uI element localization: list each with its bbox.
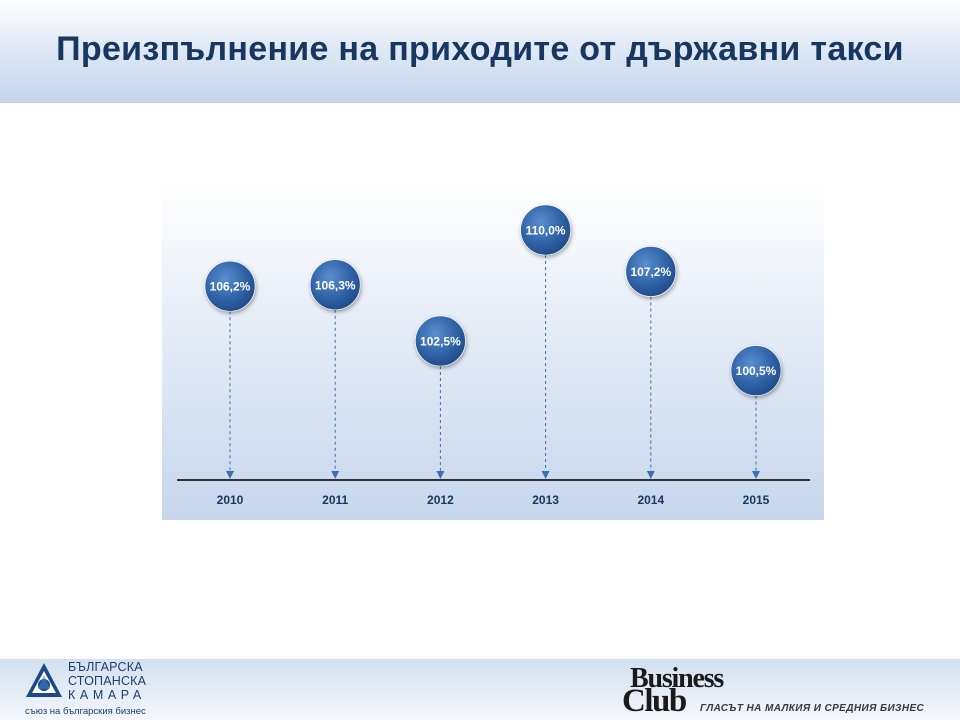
- stem-arrow: [226, 471, 234, 479]
- x-tick-label: 2012: [427, 493, 454, 507]
- stem-arrow: [541, 471, 550, 479]
- bsk-logo-text: БЪЛГАРСКА СТОПАНСКА КАМАРА: [68, 660, 158, 702]
- footer-bar: [0, 659, 960, 720]
- bc-business-text: Business: [630, 663, 724, 694]
- data-point-bubble: [309, 259, 361, 311]
- data-point-bubble: [730, 345, 782, 396]
- data-label: 107,2%: [630, 265, 671, 279]
- data-label: 110,0%: [526, 224, 566, 238]
- bc-club-text: Club: [622, 683, 687, 719]
- bsk-line-2: СТОПАНСКА: [68, 674, 147, 688]
- bsk-triangle-logo-icon: [26, 663, 62, 697]
- data-point-bubble: [415, 315, 466, 367]
- stem-arrow: [331, 471, 340, 479]
- bsk-subtitle: съюз на българския бизнес: [25, 706, 146, 717]
- data-label: 106,2%: [210, 280, 251, 294]
- x-tick-label: 2013: [532, 493, 559, 507]
- x-tick-label: 2011: [322, 493, 348, 507]
- page-title: Преизпълнение на приходите от държавни т…: [56, 30, 904, 68]
- data-point-bubble: [625, 246, 677, 297]
- chart-svg: 106,2% 2010 106,3% 2011 102,5% 2012 110,0% 2013…: [177, 204, 810, 507]
- data-label: 100,5%: [736, 364, 777, 378]
- stem-arrow: [646, 471, 655, 479]
- data-label: 102,5%: [420, 335, 461, 349]
- stem-arrow: [752, 471, 760, 479]
- data-label: 106,3%: [315, 278, 356, 292]
- business-club-logo: Business Club: [622, 663, 752, 719]
- bsk-line-3: КАМАРА: [68, 688, 146, 702]
- x-tick-label: 2014: [637, 493, 664, 507]
- bc-tagline: ГЛАСЪТ НА МАЛКИЯ И СРЕДНИЯ БИЗНЕС: [700, 703, 925, 714]
- bsk-line-1: БЪЛГАРСКА: [68, 660, 143, 674]
- data-point-bubble: [204, 260, 256, 312]
- chart-area: 106,2% 2010 106,3% 2011 102,5% 2012 110,0% 2013…: [162, 183, 824, 520]
- stem-arrow: [436, 471, 445, 479]
- title-bar: [0, 0, 960, 103]
- data-point-bubble: [520, 204, 571, 256]
- x-tick-label: 2015: [743, 493, 770, 507]
- x-tick-label: 2010: [217, 493, 244, 507]
